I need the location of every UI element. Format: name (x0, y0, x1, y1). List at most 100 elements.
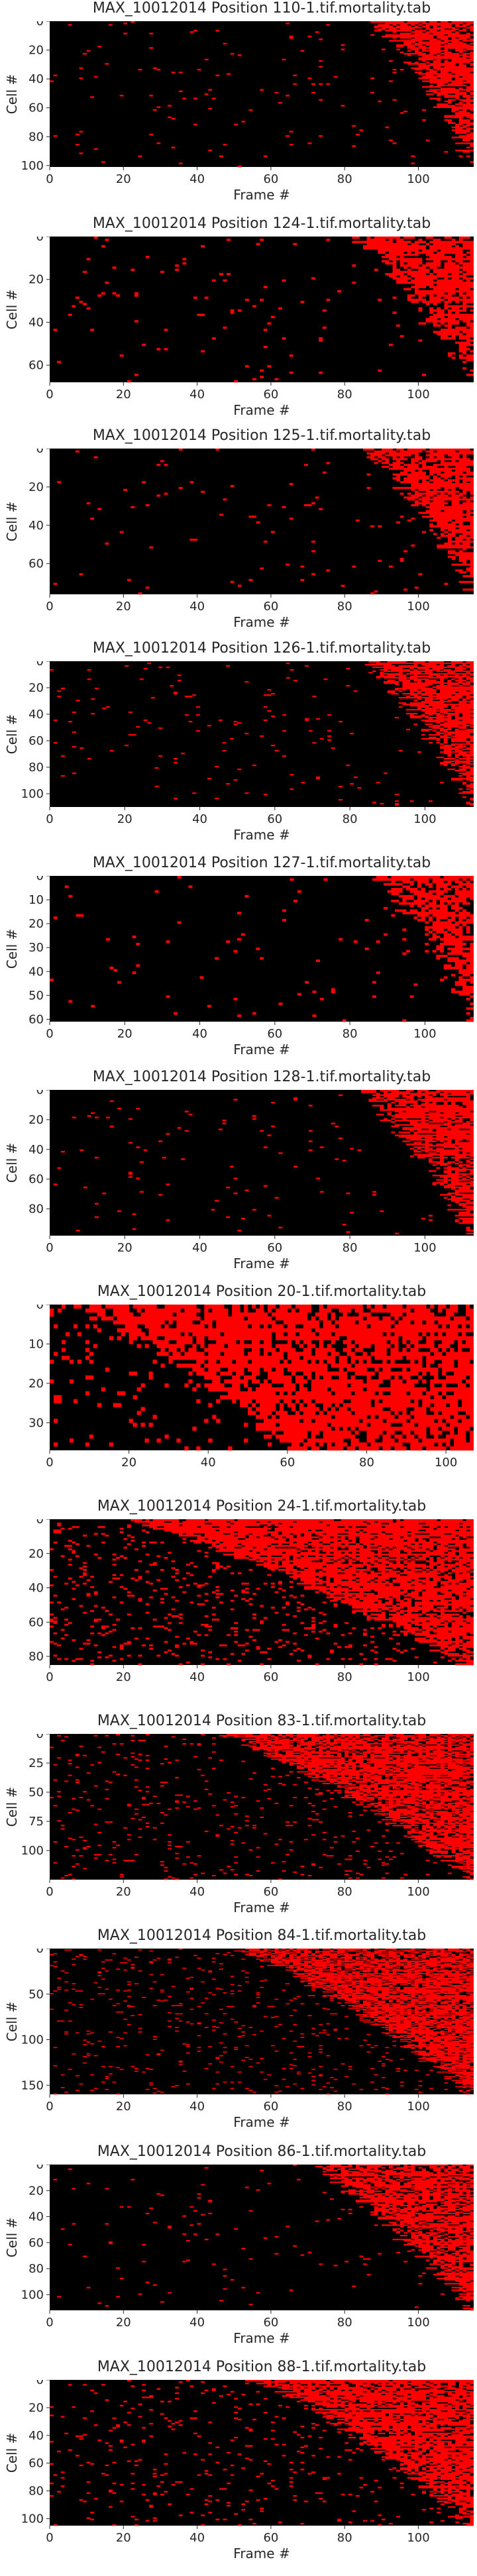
heatmap-cell (444, 66, 467, 68)
heatmap-cell (392, 1745, 400, 1747)
heatmap-cell (233, 1192, 238, 1195)
heatmap-cell (399, 1567, 404, 1570)
heatmap-cell (443, 745, 455, 747)
heatmap-cell (437, 83, 445, 85)
heatmap-cell (470, 253, 474, 256)
heatmap-cell (398, 678, 407, 680)
heatmap-cell (458, 979, 474, 981)
heatmap-cell (315, 1555, 319, 1558)
heatmap-cell (458, 775, 463, 777)
heatmap-cell (248, 1558, 256, 1561)
heatmap-cell (462, 139, 470, 142)
heatmap-cell (396, 1556, 400, 1559)
heatmap-cell (437, 450, 456, 453)
heatmap-cell (232, 1308, 240, 1313)
heatmap-cell (366, 1739, 375, 1741)
heatmap-cell (418, 1737, 426, 1739)
heatmap-cell (462, 1419, 474, 1423)
heatmap-cell (451, 1625, 460, 1628)
heatmap-cell (83, 1847, 87, 1849)
heatmap-cell (413, 900, 429, 902)
heatmap-cell (271, 1324, 284, 1328)
heatmap-cell (287, 1446, 308, 1451)
heatmap-cell (392, 24, 397, 26)
heatmap-cell (359, 1814, 364, 1816)
heatmap-cell (403, 42, 411, 45)
heatmap-cell (407, 1744, 411, 1746)
heatmap-cell (425, 28, 445, 30)
heatmap-cell (418, 1797, 434, 1799)
heatmap-cell (315, 1813, 319, 1815)
heatmap-cells (50, 1734, 474, 1880)
heatmap-cell (215, 1834, 220, 1836)
heatmap-cell (411, 266, 426, 269)
heatmap-cell (326, 1552, 331, 1554)
heatmap-cell (256, 947, 260, 951)
heatmap-cell (422, 301, 441, 303)
heatmap-cell (387, 890, 403, 893)
heatmap-cell (458, 1565, 467, 1568)
heatmap-cell (448, 1560, 452, 1563)
heatmap-cell (378, 1560, 390, 1563)
heatmap-cell (418, 462, 426, 464)
x-tick-label: 80 (343, 1027, 358, 1041)
heatmap-cell (462, 100, 474, 103)
heatmap-cell (466, 128, 474, 130)
heatmap-cell (454, 1124, 470, 1126)
heatmap-cell (322, 1536, 331, 1538)
heatmap-cell (414, 277, 437, 280)
heatmap-cell (440, 1152, 459, 1154)
heatmap-cell (462, 360, 467, 364)
heatmap-cell (256, 1560, 264, 1563)
x-tick-label: 0 (46, 1241, 53, 1255)
heatmap-cell (89, 1360, 94, 1364)
heatmap-cell (196, 1336, 205, 1340)
heatmap-cell (370, 1845, 375, 1848)
heatmap-cell (370, 34, 375, 36)
heatmap-cell (411, 1793, 419, 1795)
heatmap-cell (339, 1407, 347, 1411)
heatmap-cell (230, 1652, 235, 1655)
heatmap-cell (451, 741, 474, 743)
heatmap-cell (68, 1540, 72, 1542)
heatmap-cell (421, 714, 425, 716)
heatmap-cell (315, 1746, 452, 1748)
heatmap-cell (458, 1164, 470, 1166)
heatmap-cell (160, 1782, 168, 1784)
heatmap-cell (440, 30, 456, 32)
heatmap-cell (425, 1095, 433, 1098)
heatmap-cell (403, 469, 415, 472)
heatmap-cell (160, 270, 164, 274)
heatmap-cell (127, 1640, 131, 1643)
heatmap-cell (444, 466, 449, 468)
heatmap-cell (437, 273, 449, 276)
heatmap-cell (244, 1820, 249, 1822)
heatmap-cell (234, 1862, 238, 1864)
heatmap-cell (97, 1746, 102, 1748)
heatmap-cell (470, 1155, 474, 1157)
heatmap-cell (429, 1739, 445, 1741)
heatmap-cell (446, 1308, 458, 1313)
heatmap-cell (417, 1148, 421, 1150)
heatmap-cell (381, 1753, 390, 1755)
heatmap-cell (429, 677, 448, 679)
x-tick-label: 100 (413, 1027, 436, 1041)
heatmap-cell (270, 1754, 305, 1756)
heatmap-cell (458, 1560, 474, 1563)
heatmap-cell (75, 1766, 80, 1768)
heatmap-cell (57, 1791, 61, 1793)
heatmap-cell (341, 48, 345, 50)
heatmap-cell (454, 1220, 459, 1223)
heatmap-cell (454, 1442, 474, 1447)
heatmap-cell (470, 369, 474, 372)
heatmap-cell (466, 1161, 474, 1163)
heatmap-cell (414, 1837, 426, 1839)
heatmap-cell (396, 1599, 404, 1602)
heatmap-cell (260, 239, 264, 241)
heatmap-cell (402, 686, 425, 688)
heatmap-cell (398, 1136, 433, 1138)
heatmap-cell (315, 1419, 359, 1423)
heatmap-cell (394, 1375, 399, 1380)
heatmap-cell (455, 1642, 460, 1645)
heatmap-cell (414, 492, 437, 495)
